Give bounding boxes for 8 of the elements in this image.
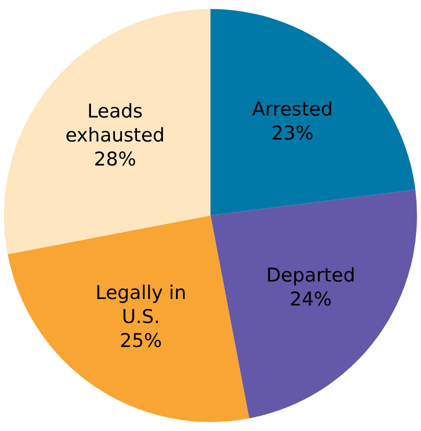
slice-label: Leads exhausted [65, 100, 165, 146]
slice-label: Legally in U.S. [95, 282, 186, 328]
data-label: 24% [290, 288, 332, 310]
data-label: 28% [94, 148, 136, 170]
data-label: 23% [271, 122, 314, 144]
slice-label: Arrested [252, 98, 333, 120]
data-label: 25% [120, 330, 162, 352]
slice-label: Departed [266, 264, 356, 286]
